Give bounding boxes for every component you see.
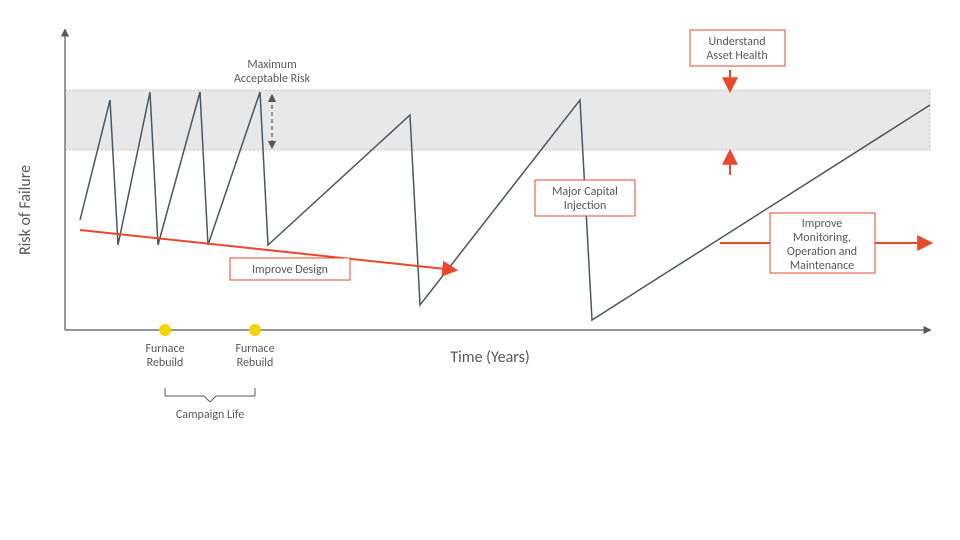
campaign-brace — [165, 388, 255, 402]
risk-band — [65, 90, 930, 150]
svg-text:Monitoring,: Monitoring, — [793, 231, 851, 245]
max-risk-label: Maximum — [247, 58, 296, 72]
svg-text:Maintenance: Maintenance — [790, 259, 854, 273]
svg-text:Major Capital: Major Capital — [552, 185, 618, 199]
understand-box: Understand Asset Health — [690, 30, 785, 66]
svg-text:Operation and: Operation and — [787, 245, 857, 259]
furnace-label: Furnace — [145, 342, 184, 356]
risk-diagram: Risk of Failure Time (Years) Maximum Acc… — [0, 0, 960, 540]
monitoring-box: Improve Monitoring, Operation and Mainte… — [770, 213, 875, 273]
major-capital-box: Major Capital Injection — [535, 180, 635, 216]
furnace-label: Rebuild — [237, 356, 274, 370]
furnace-label: Furnace — [235, 342, 274, 356]
svg-text:Understand: Understand — [708, 35, 765, 49]
improve-design-box: Improve Design — [230, 258, 350, 280]
y-axis-label: Risk of Failure — [16, 165, 35, 255]
svg-text:Improve Design: Improve Design — [252, 263, 328, 277]
max-risk-label: Acceptable Risk — [234, 72, 311, 86]
campaign-label: Campaign Life — [176, 408, 244, 422]
svg-text:Improve: Improve — [802, 217, 842, 231]
x-axis-label: Time (Years) — [450, 348, 529, 367]
furnace-marker — [249, 324, 261, 336]
furnace-marker — [159, 324, 171, 336]
svg-text:Asset Health: Asset Health — [706, 49, 767, 63]
svg-text:Injection: Injection — [564, 199, 607, 213]
furnace-label: Rebuild — [147, 356, 184, 370]
